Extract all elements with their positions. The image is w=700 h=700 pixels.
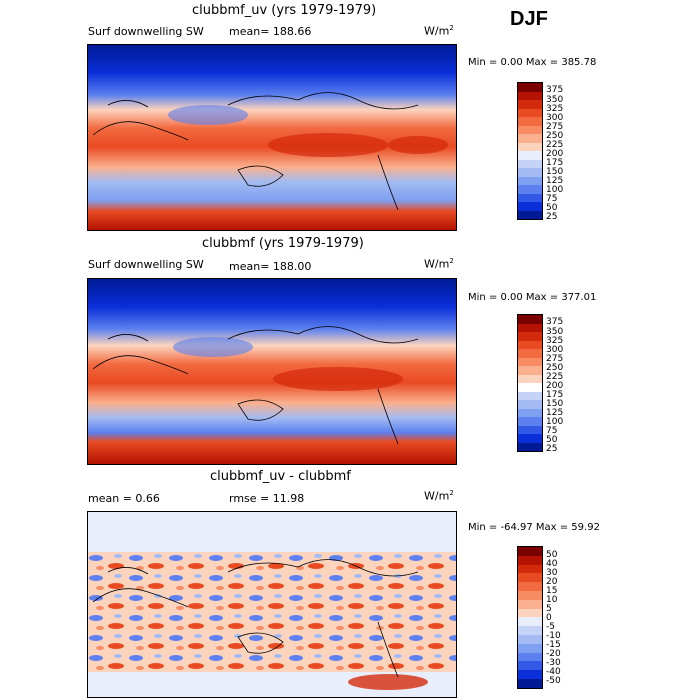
colorbar-tick: 350 bbox=[546, 327, 564, 337]
panel2-map bbox=[87, 278, 457, 465]
colorbar-tick: 275 bbox=[546, 354, 564, 364]
panel3-units: W/m2 bbox=[424, 489, 454, 503]
panel1-range: Min = 0.00 Max = 385.78 bbox=[468, 57, 597, 68]
colorbar-tick: 20 bbox=[546, 577, 558, 587]
panel1-units: W/m2 bbox=[424, 24, 454, 38]
panel3-mean: mean = 0.66 bbox=[88, 492, 160, 505]
colorbar-tick: 125 bbox=[546, 176, 564, 186]
colorbar-tick: -40 bbox=[546, 667, 561, 677]
panel1-title: clubbmf_uv (yrs 1979-1979) bbox=[192, 3, 377, 18]
colorbar-tick: 125 bbox=[546, 408, 564, 418]
colorbar-tick: 225 bbox=[546, 372, 564, 382]
panel2-range: Min = 0.00 Max = 377.01 bbox=[468, 292, 597, 303]
colorbar-tick: 350 bbox=[546, 95, 564, 105]
colorbar-tick: 325 bbox=[546, 336, 564, 346]
colorbar-tick: 200 bbox=[546, 149, 564, 159]
colorbar-tick: -30 bbox=[546, 658, 561, 668]
colorbar-tick: 30 bbox=[546, 568, 558, 578]
colorbar-tick: 175 bbox=[546, 390, 564, 400]
colorbar-tick: 75 bbox=[546, 426, 558, 436]
colorbar-tick: 200 bbox=[546, 381, 564, 391]
panel3-title: clubbmf_uv - clubbmf bbox=[210, 469, 351, 484]
colorbar-tick: -5 bbox=[546, 622, 555, 632]
colorbar-tick: 150 bbox=[546, 167, 564, 177]
colorbar-tick: 275 bbox=[546, 122, 564, 132]
panel3-map-field bbox=[88, 512, 456, 697]
colorbar-tick: 250 bbox=[546, 131, 564, 141]
panel2-map-field bbox=[88, 279, 456, 464]
colorbar-tick: -50 bbox=[546, 676, 561, 686]
colorbar-tick: 325 bbox=[546, 104, 564, 114]
colorbar-tick: 40 bbox=[546, 559, 558, 569]
panel2-colorbar bbox=[517, 314, 543, 452]
panel2-mean: mean= 188.00 bbox=[229, 260, 312, 273]
panel1-map bbox=[87, 44, 457, 231]
panel3-rmse: rmse = 11.98 bbox=[229, 492, 305, 505]
colorbar-tick: 375 bbox=[546, 317, 564, 327]
colorbar-tick: 5 bbox=[546, 604, 552, 614]
colorbar-tick: 375 bbox=[546, 85, 564, 95]
panel2-title: clubbmf (yrs 1979-1979) bbox=[202, 236, 364, 251]
colorbar-tick: -15 bbox=[546, 640, 561, 650]
colorbar-tick: -10 bbox=[546, 631, 561, 641]
season-label: DJF bbox=[510, 8, 548, 30]
panel1-map-field bbox=[88, 45, 456, 230]
colorbar-tick: 50 bbox=[546, 435, 558, 445]
panel2-variable: Surf downwelling SW bbox=[88, 258, 204, 271]
panel2-units: W/m2 bbox=[424, 257, 454, 271]
colorbar-tick: 225 bbox=[546, 140, 564, 150]
colorbar-tick: 50 bbox=[546, 550, 558, 560]
colorbar-tick: 50 bbox=[546, 203, 558, 213]
panel1-colorbar bbox=[517, 82, 543, 220]
colorbar-tick: 300 bbox=[546, 113, 564, 123]
panel1-variable: Surf downwelling SW bbox=[88, 25, 204, 38]
panel1-mean: mean= 188.66 bbox=[229, 25, 312, 38]
colorbar-tick: 100 bbox=[546, 185, 564, 195]
colorbar-tick: 25 bbox=[546, 444, 558, 454]
colorbar-tick: 10 bbox=[546, 595, 558, 605]
colorbar-tick: 15 bbox=[546, 586, 558, 596]
panel3-colorbar bbox=[517, 546, 543, 689]
colorbar-tick: 175 bbox=[546, 158, 564, 168]
colorbar-tick: 150 bbox=[546, 399, 564, 409]
colorbar-tick: 75 bbox=[546, 194, 558, 204]
colorbar-tick: 0 bbox=[546, 613, 552, 623]
colorbar-tick: 300 bbox=[546, 345, 564, 355]
panel3-range: Min = -64.97 Max = 59.92 bbox=[468, 522, 600, 533]
panel3-map bbox=[87, 511, 457, 698]
colorbar-tick: 250 bbox=[546, 363, 564, 373]
colorbar-tick: 100 bbox=[546, 417, 564, 427]
colorbar-tick: 25 bbox=[546, 212, 558, 222]
colorbar-tick: -20 bbox=[546, 649, 561, 659]
